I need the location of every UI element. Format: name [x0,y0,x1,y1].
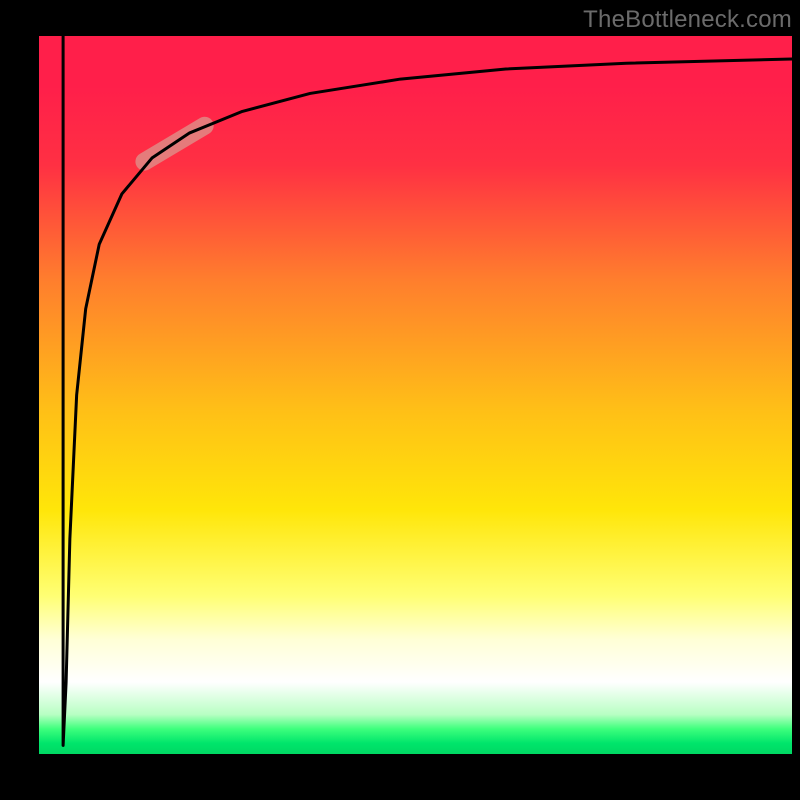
border-right [792,0,800,800]
plot-background [39,36,792,754]
border-bottom [0,754,800,800]
watermark-text: TheBottleneck.com [583,6,792,34]
bottleneck-chart [0,0,800,800]
chart-container: TheBottleneck.com [0,0,800,800]
border-left [0,0,39,800]
